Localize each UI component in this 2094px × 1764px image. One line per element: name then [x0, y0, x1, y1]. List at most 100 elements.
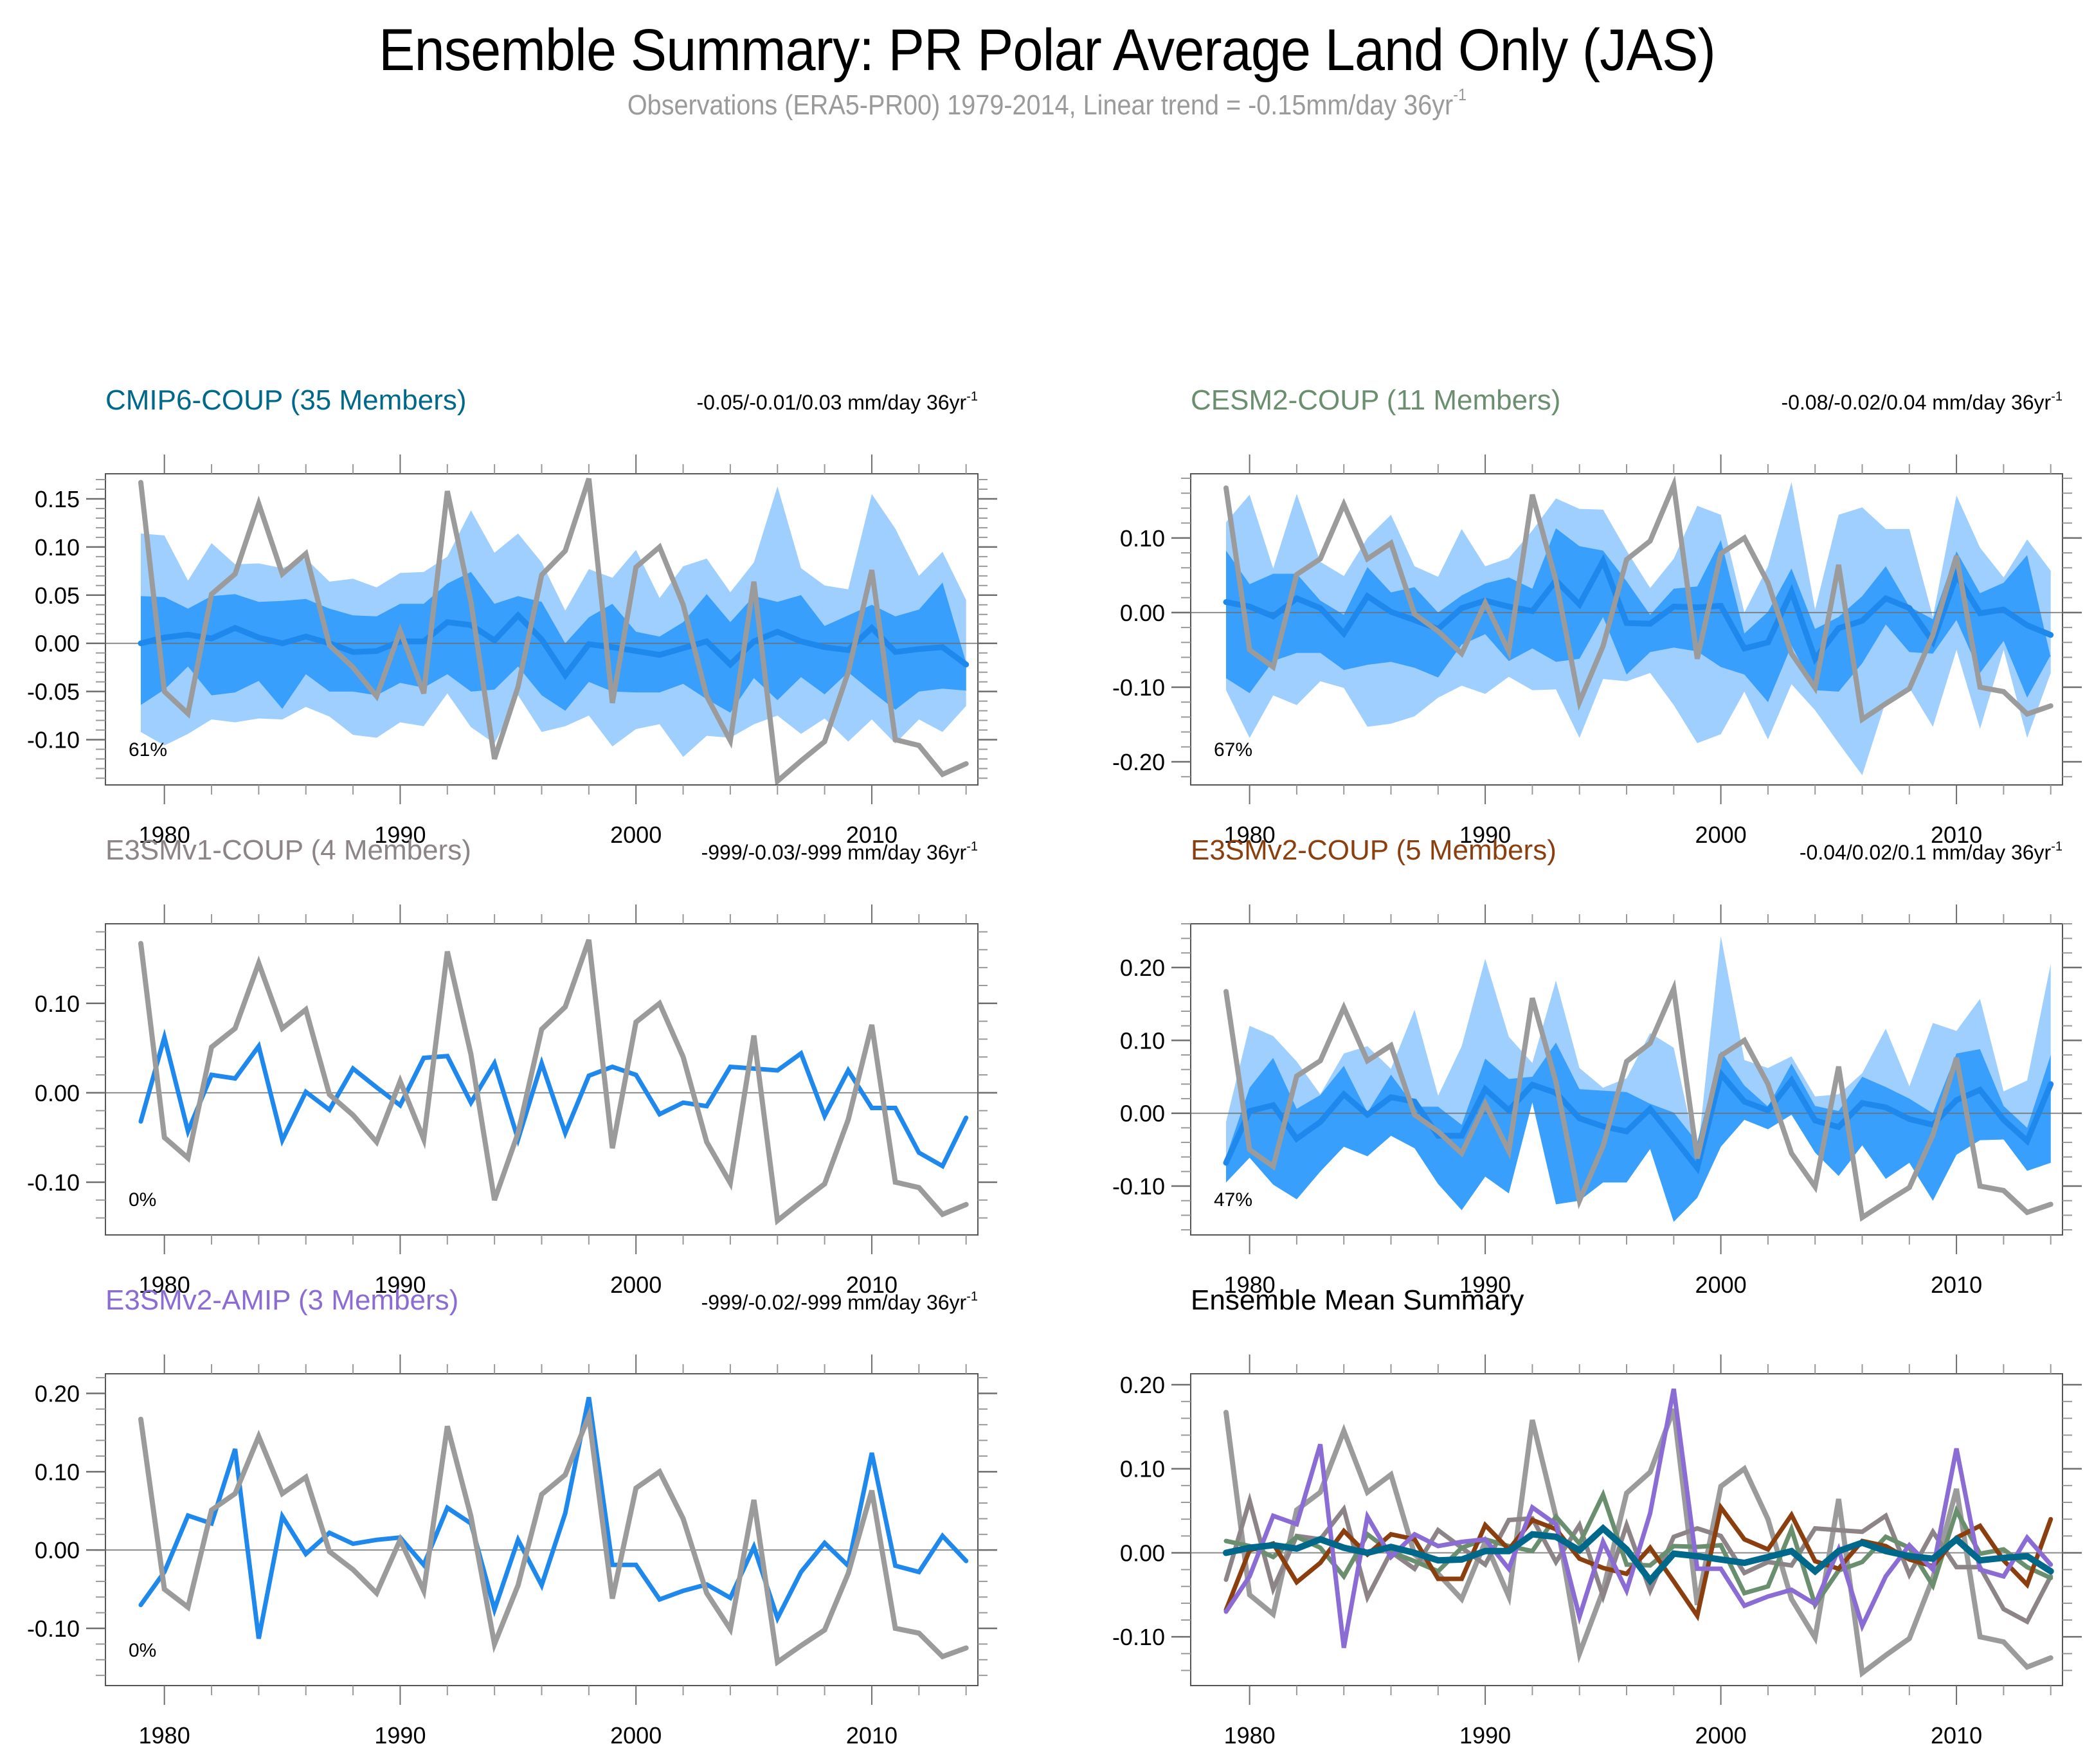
- percent-label: 0%: [129, 1640, 156, 1661]
- y-tick-label: 0.05: [35, 582, 80, 609]
- trend-superscript: -1: [2051, 840, 2062, 854]
- series-ensemble-mean: [138, 611, 970, 680]
- trend-superscript: -1: [966, 840, 978, 854]
- x-tick-label: 1990: [374, 822, 426, 848]
- y-tick-label: -0.20: [1112, 749, 1165, 775]
- panel-trend-label: -0.04/0.02/0.1 mm/day 36yr-1: [1800, 840, 2062, 864]
- figure-title: Ensemble Summary: PR Polar Average Land …: [379, 17, 1716, 83]
- panel-e3smv1: E3SMv1-COUP (4 Members) -999/-0.03/-999 m…: [27, 834, 997, 1298]
- series-ensemble-mean: [1223, 554, 2054, 665]
- y-tick-label: -0.10: [1112, 1173, 1165, 1200]
- y-tick-label: 0.00: [1120, 600, 1165, 626]
- y-tick-label: 0.10: [1120, 1456, 1165, 1482]
- trend-superscript: -1: [966, 1290, 978, 1304]
- series-observations: [138, 939, 969, 1226]
- panel-cmip6: CMIP6-COUP (35 Members) -0.05/-0.01/0.03 …: [27, 384, 997, 848]
- subtitle-text: Observations (ERA5-PR00) 1979-2014, Line…: [627, 89, 1454, 121]
- panel-trend-label: -999/-0.02/-999 mm/day 36yr-1: [701, 1290, 978, 1314]
- series-observations: [138, 1406, 969, 1667]
- y-tick-label: 0.10: [35, 534, 80, 561]
- panel-e3smv2amip: E3SMv2-AMIP (3 Members) -999/-0.02/-999 m…: [27, 1284, 997, 1749]
- y-tick-label: -0.10: [1112, 674, 1165, 701]
- subtitle-superscript: -1: [1453, 85, 1467, 104]
- series-ensemble-mean: [138, 1396, 969, 1639]
- y-tick-label: 0.00: [35, 1537, 80, 1563]
- percent-label: 61%: [129, 739, 167, 760]
- percent-label: 47%: [1214, 1189, 1252, 1210]
- x-tick-label: 1990: [1459, 1722, 1511, 1749]
- y-tick-label: 0.10: [35, 991, 80, 1017]
- y-tick-label: -0.10: [27, 727, 80, 753]
- panel-e3smv2coup: E3SMv2-COUP (5 Members) -0.04/0.02/0.1 mm…: [1112, 834, 2082, 1298]
- panel-trend-label: -0.05/-0.01/0.03 mm/day 36yr-1: [696, 390, 978, 414]
- y-tick-label: 0.10: [35, 1459, 80, 1485]
- trend-text: -0.04/0.02/0.1 mm/day 36yr: [1800, 841, 2052, 864]
- panel-title: CMIP6-COUP (35 Members): [105, 384, 467, 416]
- trend-text: -0.05/-0.01/0.03 mm/day 36yr: [696, 391, 966, 414]
- panel-trend-label: -999/-0.03/-999 mm/day 36yr-1: [701, 840, 978, 864]
- plot-area: [105, 939, 978, 1226]
- x-tick-label: 2000: [1695, 822, 1747, 848]
- series-observations: [1223, 475, 2053, 724]
- x-tick-label: 2000: [1695, 1272, 1747, 1298]
- series-observations: [1223, 1408, 2053, 1678]
- panel-trend-label: -0.08/-0.02/0.04 mm/day 36yr-1: [1781, 390, 2062, 414]
- y-tick-label: 0.00: [1120, 1101, 1165, 1127]
- plot-area: [1191, 475, 2062, 775]
- y-tick-label: 0.00: [35, 1080, 80, 1106]
- x-tick-label: 1990: [374, 1272, 426, 1298]
- figure-subtitle: Observations (ERA5-PR00) 1979-2014, Line…: [105, 85, 1989, 122]
- panel-title: Ensemble Mean Summary: [1191, 1284, 1524, 1316]
- x-tick-label: 1980: [1224, 822, 1276, 848]
- y-tick-label: 0.10: [1120, 525, 1165, 552]
- x-tick-label: 2010: [846, 1272, 898, 1298]
- y-tick-label: 0.00: [35, 631, 80, 657]
- x-tick-label: 2010: [1931, 1272, 1982, 1298]
- x-tick-label: 2000: [1695, 1722, 1747, 1749]
- x-tick-label: 2000: [610, 1722, 662, 1749]
- y-tick-label: -0.05: [27, 679, 80, 705]
- x-tick-label: 2000: [610, 1272, 662, 1298]
- percent-label: 67%: [1214, 739, 1252, 760]
- series-ensemble-mean: [138, 1028, 969, 1169]
- panel-summary: Ensemble Mean Summary 0.20 0.10 0.00 -0.10 19…: [1112, 1284, 2082, 1749]
- band-inner: [1226, 1042, 2051, 1222]
- y-tick-label: 0.20: [1120, 1372, 1165, 1398]
- y-tick-label: 0.20: [35, 1380, 80, 1407]
- x-tick-label: 2010: [846, 822, 898, 848]
- panel-title: E3SMv2-AMIP (3 Members): [105, 1284, 458, 1316]
- plot-area: [105, 478, 978, 785]
- band-inner: [141, 572, 966, 713]
- plot-area: [1191, 936, 2062, 1222]
- x-tick-label: 1980: [1224, 1272, 1276, 1298]
- percent-label: 0%: [129, 1189, 156, 1210]
- series-e3smv2-amip: [1223, 1388, 2053, 1648]
- trend-superscript: -1: [2051, 390, 2062, 404]
- x-tick-label: 1990: [1459, 822, 1511, 848]
- x-tick-label: 2010: [846, 1722, 898, 1749]
- series-ensemble-mean: [1223, 1067, 2054, 1174]
- trend-superscript: -1: [966, 390, 978, 404]
- x-tick-label: 1980: [1224, 1722, 1276, 1749]
- y-tick-label: -0.10: [27, 1616, 80, 1642]
- x-tick-label: 1980: [139, 1722, 190, 1749]
- series-cmip6-coup: [1223, 1524, 2054, 1586]
- x-tick-label: 2010: [1931, 822, 1982, 848]
- y-tick-label: 0.10: [1120, 1027, 1165, 1054]
- x-tick-label: 2010: [1931, 1722, 1982, 1749]
- band-inner: [1226, 528, 2051, 703]
- y-tick-label: 0.20: [1120, 955, 1165, 981]
- plot-area: [105, 1396, 978, 1667]
- x-tick-label: 1990: [374, 1722, 426, 1749]
- x-tick-label: 1990: [1459, 1272, 1511, 1298]
- y-tick-label: 0.00: [1120, 1540, 1165, 1566]
- plot-area: [1191, 1388, 2062, 1678]
- trend-text: -0.08/-0.02/0.04 mm/day 36yr: [1781, 391, 2051, 414]
- trend-text: -999/-0.02/-999 mm/day 36yr: [701, 1291, 967, 1314]
- x-tick-label: 1980: [139, 822, 190, 848]
- panel-cesm2: CESM2-COUP (11 Members) -0.08/-0.02/0.04 …: [1112, 384, 2082, 848]
- trend-text: -999/-0.03/-999 mm/day 36yr: [701, 841, 967, 864]
- panel-title: E3SMv1-COUP (4 Members): [105, 834, 471, 866]
- x-tick-label: 2000: [610, 822, 662, 848]
